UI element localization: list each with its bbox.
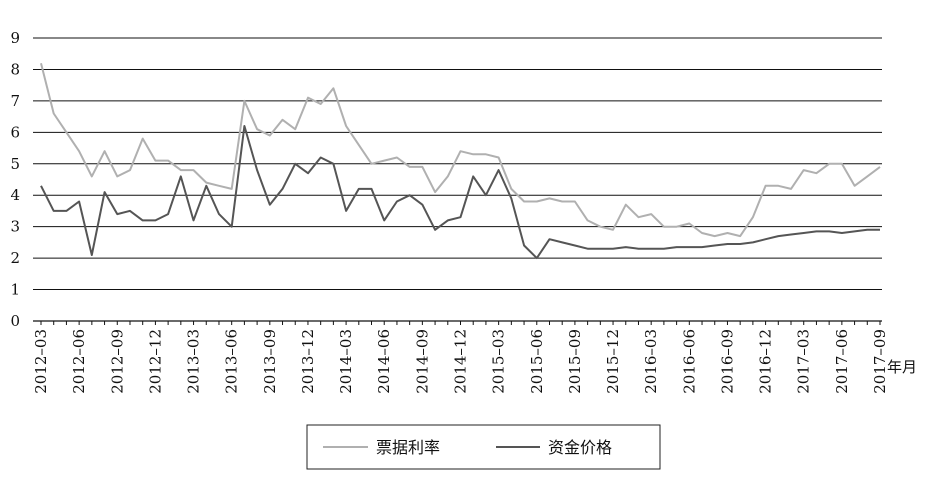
x-tick-label: 2012–09 [108,329,126,394]
x-tick-label: 2013–12 [299,329,317,394]
y-axis-tick-labels: 0 1 2 3 4 5 6 7 8 9 [10,29,20,330]
y-tick-label: 4 [10,186,20,204]
y-tick-label: 7 [10,92,20,110]
y-tick-label: 2 [10,249,20,267]
y-tick-label: 1 [10,281,20,299]
x-tick-label: 2013–06 [223,329,241,394]
x-tick-label: 2014–03 [337,329,355,394]
x-tick-label: 2016–03 [642,329,660,394]
x-tick-label: 2013–09 [261,329,279,394]
x-tick-label: 2015–12 [604,329,622,394]
x-tick-label: 2012–03 [32,329,50,394]
y-tick-label: 6 [10,123,20,141]
series-line-funding-price [40,125,880,260]
x-tick-label: 2016–09 [718,329,736,394]
x-axis-ticks: 2012–03 2012–06 2012–09 2012–12 2013–03 2013–… [32,321,889,394]
x-axis-label: 年月 [887,358,917,376]
x-tick-label: 2016–06 [680,329,698,394]
series-lines [40,62,881,260]
y-tick-label: 3 [10,218,20,236]
y-gridlines [33,37,882,291]
x-tick-label: 2015–03 [490,329,508,394]
y-tick-label: 0 [10,312,20,330]
x-tick-label: 2015–06 [528,329,546,394]
x-tick-label: 2012–12 [146,329,164,394]
x-tick-label: 2017–06 [833,329,851,394]
x-tick-label: 2016–12 [757,329,775,394]
legend-label-funding-price: 资金价格 [548,438,612,457]
x-tick-label: 2017–09 [871,329,889,394]
x-tick-label: 2015–09 [566,329,584,394]
x-tick-label: 2013–03 [185,329,203,394]
legend: 票据利率 资金价格 [306,424,661,470]
x-tick-label: 2014–09 [413,329,431,394]
x-tick-label: 2014–06 [375,329,393,394]
legend-label-bill-rate: 票据利率 [376,438,440,457]
x-tick-label: 2017–03 [795,329,813,394]
y-tick-label: 5 [10,155,20,173]
y-tick-label: 9 [10,29,20,47]
y-tick-label: 8 [10,60,20,78]
series-line-bill-rate [40,62,881,238]
x-tick-label: 2014–12 [452,329,470,394]
x-tick-label: 2012–06 [70,329,88,394]
